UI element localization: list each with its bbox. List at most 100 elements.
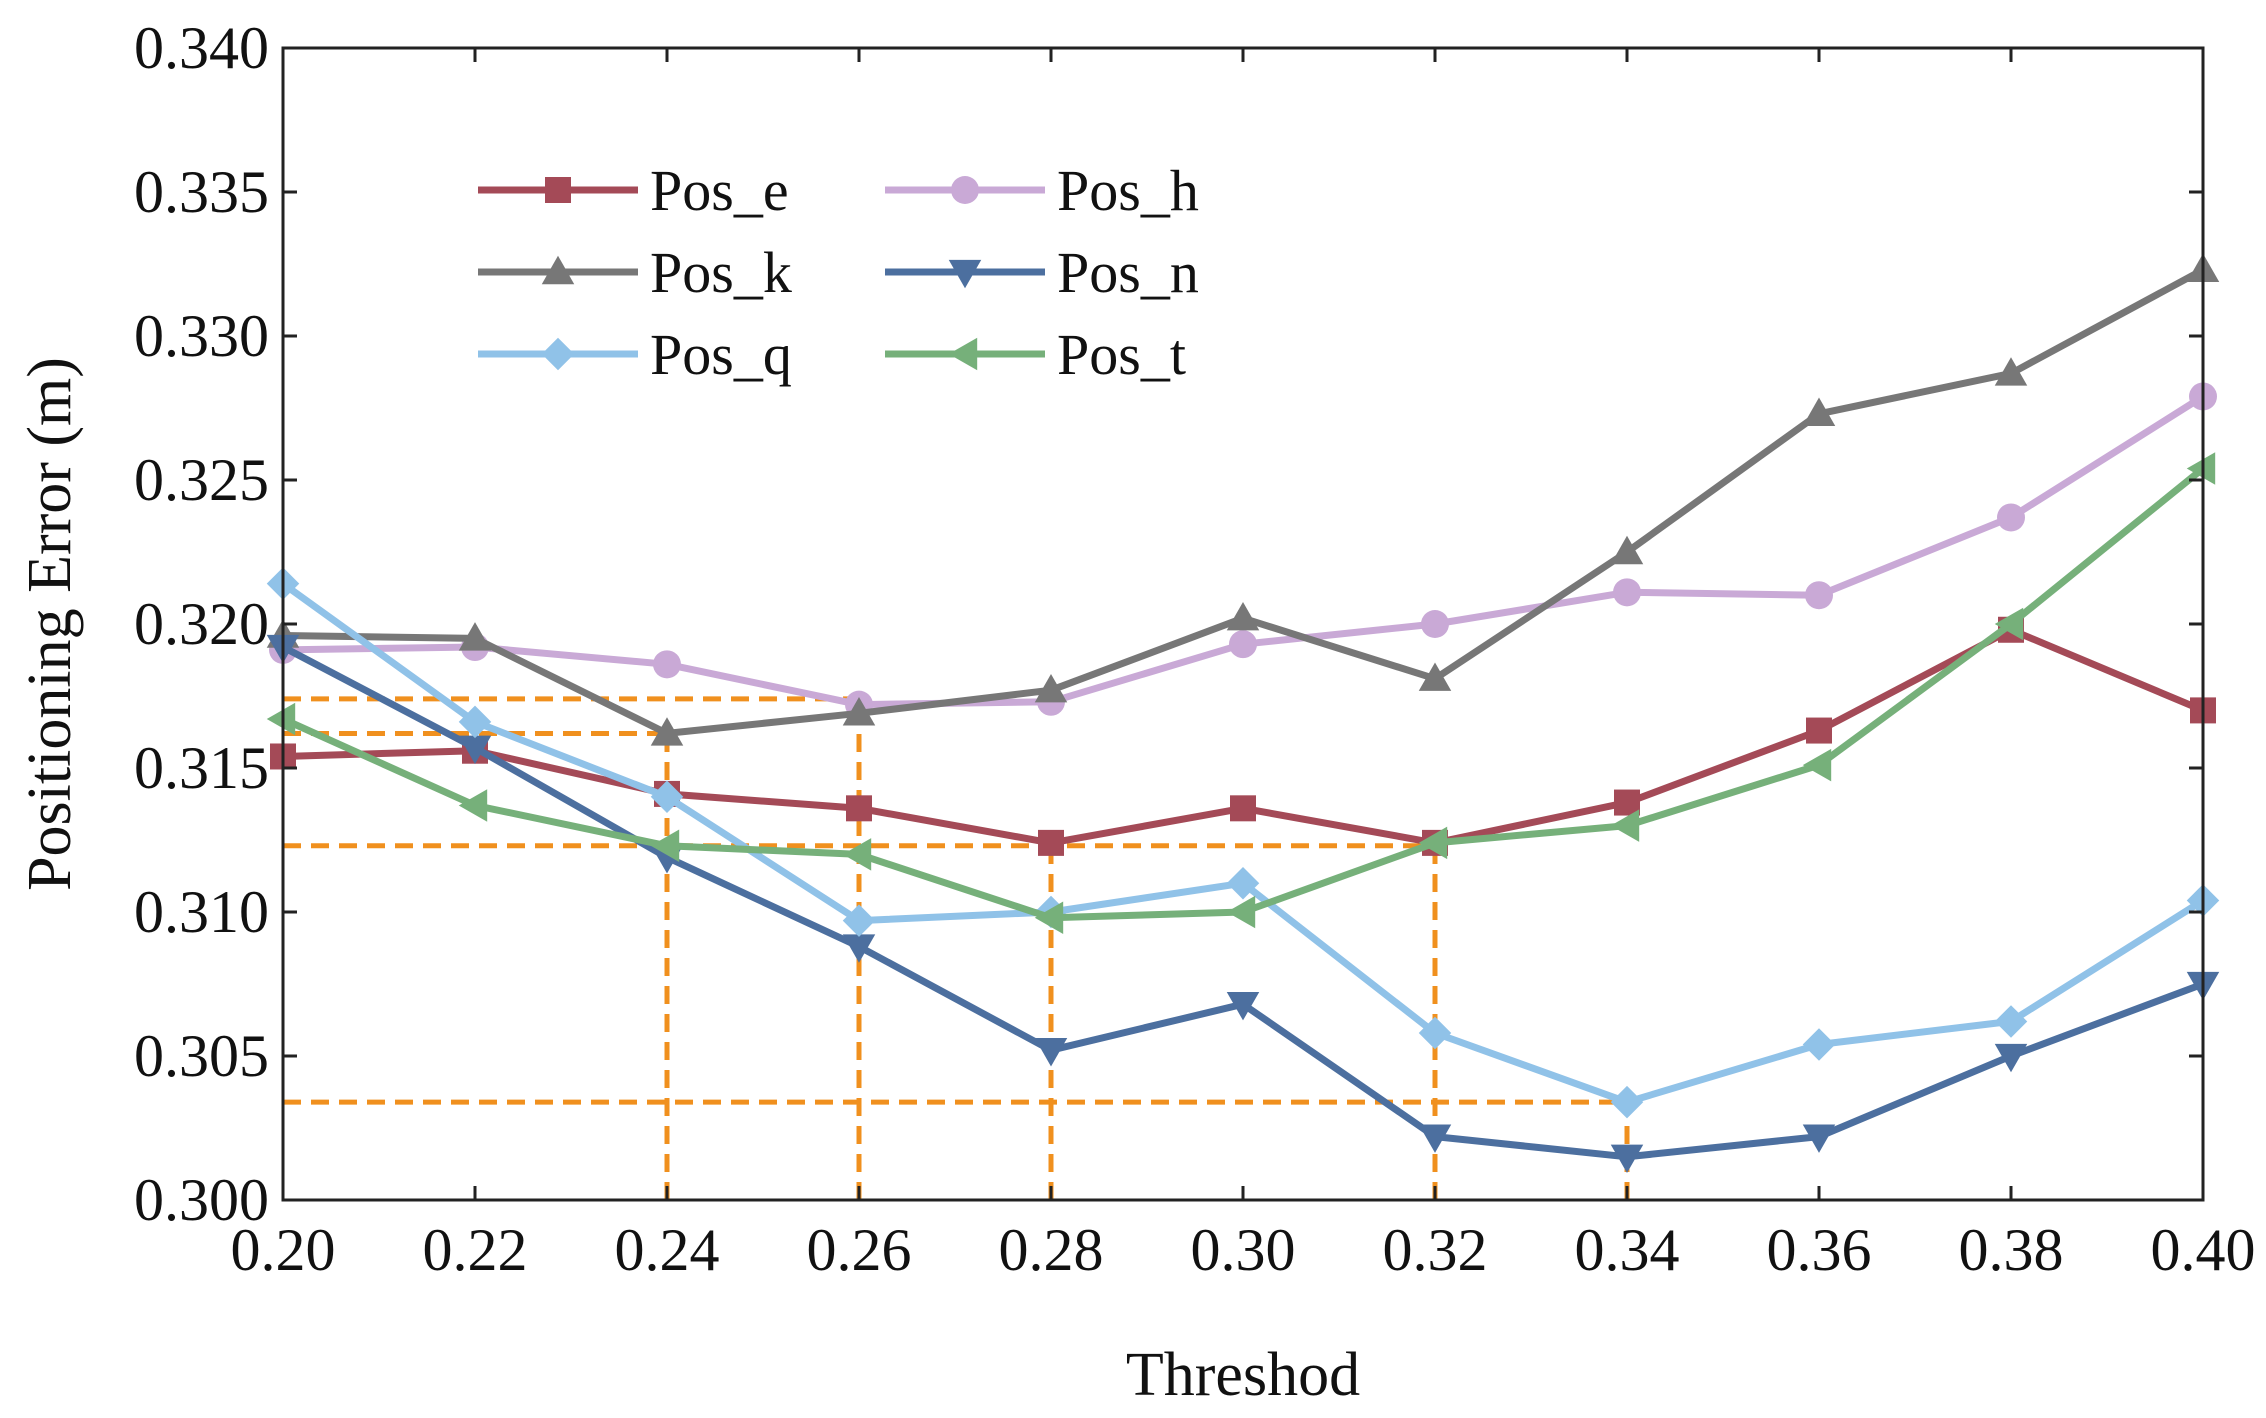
legend-label: Pos_n bbox=[1057, 240, 1199, 305]
data-point bbox=[650, 829, 680, 863]
legend-label: Pos_e bbox=[650, 158, 789, 223]
legend-label: Pos_k bbox=[650, 240, 792, 305]
legend-label: Pos_q bbox=[650, 322, 792, 387]
data-point bbox=[1418, 662, 1452, 691]
x-tick-label: 0.30 bbox=[1191, 1217, 1296, 1283]
legend-marker bbox=[948, 337, 978, 371]
data-point bbox=[1034, 673, 1068, 703]
data-point bbox=[1806, 717, 1832, 744]
series-pos-q bbox=[266, 567, 2220, 1119]
x-tick-label: 0.36 bbox=[1767, 1217, 1872, 1283]
data-point bbox=[1997, 503, 2025, 532]
legend-label: Pos_t bbox=[1057, 322, 1186, 387]
data-point bbox=[1034, 901, 1064, 935]
data-point bbox=[458, 735, 492, 765]
y-tick-label: 0.330 bbox=[134, 303, 269, 369]
legend-item: Pos_h bbox=[885, 158, 1199, 223]
data-point bbox=[458, 705, 492, 739]
x-tick-label: 0.24 bbox=[615, 1217, 720, 1283]
legend-item: Pos_e bbox=[478, 158, 789, 223]
legend-marker bbox=[541, 337, 575, 371]
data-point bbox=[1802, 1124, 1836, 1153]
legend-item: Pos_n bbox=[885, 240, 1199, 305]
data-point bbox=[842, 934, 876, 963]
y-axis-title: Positioning Error (m) bbox=[16, 357, 84, 891]
y-tick-label: 0.300 bbox=[134, 1167, 269, 1233]
x-tick-label: 0.26 bbox=[807, 1217, 912, 1283]
data-point bbox=[1994, 1043, 2028, 1073]
data-point bbox=[650, 780, 684, 814]
y-tick-label: 0.310 bbox=[134, 879, 269, 945]
y-tick-label: 0.325 bbox=[134, 447, 269, 513]
x-tick-label: 0.20 bbox=[231, 1217, 336, 1283]
data-point bbox=[1610, 1144, 1644, 1174]
legend-item: Pos_q bbox=[478, 322, 792, 387]
data-point bbox=[1034, 1038, 1068, 1067]
series-line bbox=[280, 580, 2205, 1106]
y-tick-label: 0.340 bbox=[134, 15, 269, 81]
series-line bbox=[282, 393, 2205, 709]
data-point bbox=[846, 795, 872, 822]
data-point bbox=[2186, 452, 2216, 485]
series-line bbox=[281, 465, 2206, 922]
legend: Pos_e Pos_h Pos_k Pos_n Pos_q Pos_t bbox=[478, 158, 1199, 387]
data-point bbox=[1229, 630, 1257, 659]
data-point bbox=[653, 650, 681, 679]
data-point bbox=[1802, 748, 1832, 782]
data-point bbox=[1226, 895, 1256, 929]
data-point bbox=[842, 697, 876, 726]
x-tick-label: 0.32 bbox=[1383, 1217, 1488, 1283]
data-point bbox=[458, 789, 488, 822]
x-tick-label: 0.38 bbox=[1959, 1217, 2064, 1283]
series-pos-h bbox=[269, 382, 2217, 719]
series-pos-t bbox=[266, 452, 2216, 935]
x-tick-label: 0.22 bbox=[423, 1217, 528, 1283]
x-tick-label: 0.34 bbox=[1575, 1217, 1680, 1283]
data-point bbox=[1994, 1005, 2028, 1038]
data-point bbox=[1802, 397, 1836, 426]
data-point bbox=[1230, 795, 1256, 822]
data-point bbox=[1610, 809, 1640, 842]
data-point bbox=[1226, 991, 1260, 1021]
x-tick-label: 0.28 bbox=[999, 1217, 1104, 1283]
ticks-layer: 0.20 0.22 0.24 0.26 0.28 0.30 0.32 0.34 0.36 0.38… bbox=[134, 15, 2256, 1283]
y-tick-label: 0.320 bbox=[134, 591, 269, 657]
data-point bbox=[1613, 578, 1641, 607]
data-point bbox=[266, 702, 296, 736]
data-point bbox=[1226, 866, 1260, 900]
legend-marker bbox=[545, 177, 571, 203]
data-point bbox=[1418, 1016, 1452, 1050]
data-point bbox=[1614, 789, 1640, 816]
data-point bbox=[1610, 535, 1644, 565]
y-tick-label: 0.305 bbox=[134, 1023, 269, 1089]
data-point bbox=[842, 904, 876, 937]
legend-item: Pos_t bbox=[885, 322, 1186, 387]
x-tick-label: 0.40 bbox=[2151, 1217, 2256, 1283]
data-point bbox=[650, 717, 684, 746]
data-point bbox=[1226, 601, 1260, 631]
x-axis-title: Threshod bbox=[1126, 1341, 1360, 1409]
series-layer bbox=[266, 253, 2220, 1174]
legend-marker bbox=[948, 259, 982, 289]
y-tick-label: 0.335 bbox=[134, 159, 269, 225]
data-point bbox=[1994, 607, 2024, 641]
data-point bbox=[458, 622, 492, 651]
legend-marker bbox=[951, 176, 979, 204]
data-point bbox=[1802, 1028, 1836, 1061]
series-line bbox=[281, 643, 2205, 1161]
data-point bbox=[1610, 1085, 1644, 1119]
data-point bbox=[1418, 1124, 1452, 1153]
y-tick-label: 0.315 bbox=[134, 735, 269, 801]
data-point bbox=[1994, 357, 2028, 386]
legend-item: Pos_k bbox=[478, 240, 792, 305]
legend-marker bbox=[541, 255, 575, 285]
data-point bbox=[842, 838, 872, 871]
series-line bbox=[282, 266, 2205, 737]
data-point bbox=[1418, 826, 1448, 860]
data-point bbox=[1805, 581, 1833, 610]
legend-label: Pos_h bbox=[1057, 158, 1199, 223]
data-point bbox=[1421, 610, 1449, 638]
data-point bbox=[1038, 829, 1064, 856]
